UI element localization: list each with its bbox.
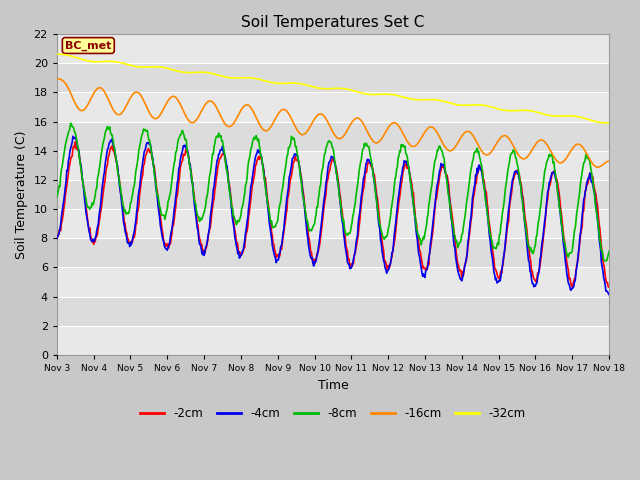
Bar	[57, 238, 609, 267]
Bar	[57, 34, 609, 63]
Title: Soil Temperatures Set C: Soil Temperatures Set C	[241, 15, 424, 30]
Bar	[57, 121, 609, 151]
Y-axis label: Soil Temperature (C): Soil Temperature (C)	[15, 130, 28, 259]
Bar	[57, 151, 609, 180]
Bar	[57, 326, 609, 355]
Bar	[57, 180, 609, 209]
Bar	[57, 297, 609, 326]
X-axis label: Time: Time	[317, 379, 348, 392]
Bar	[57, 267, 609, 297]
Bar	[57, 63, 609, 92]
Text: BC_met: BC_met	[65, 40, 111, 51]
Legend: -2cm, -4cm, -8cm, -16cm, -32cm: -2cm, -4cm, -8cm, -16cm, -32cm	[136, 403, 531, 425]
Bar	[57, 209, 609, 238]
Bar	[57, 92, 609, 121]
